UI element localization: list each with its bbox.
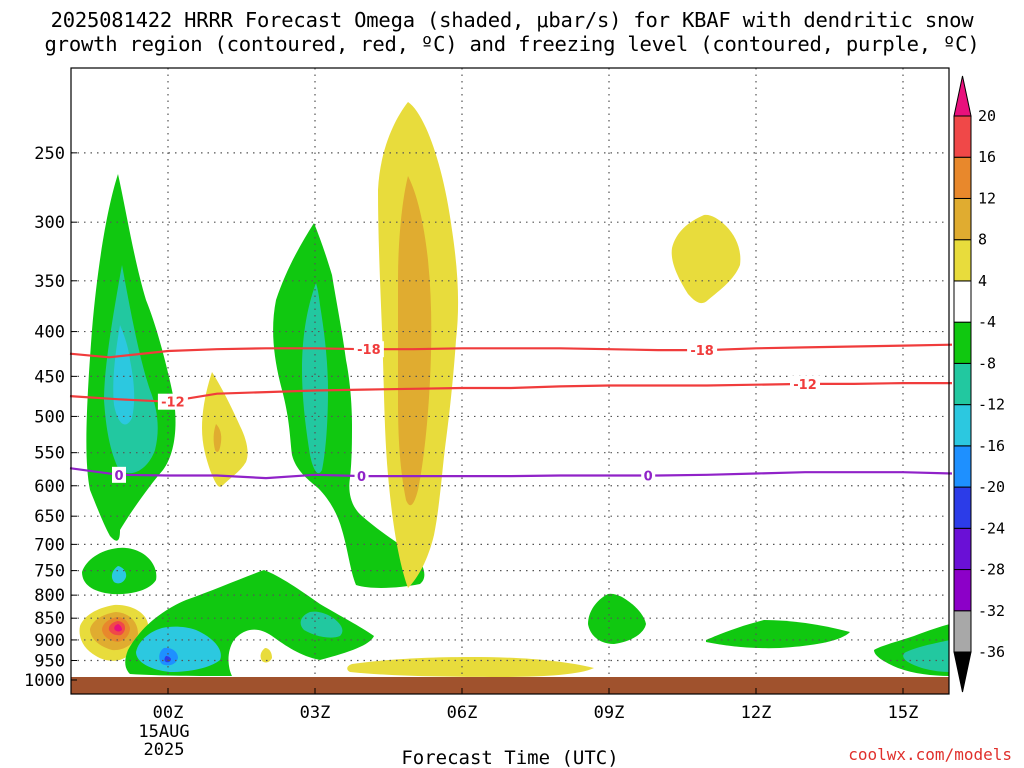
- y-tick-label: 850: [34, 609, 65, 629]
- colorbar-tick-label: -24: [978, 519, 1005, 537]
- colorbar-swatch: [953, 321, 972, 364]
- contour-label: -12: [161, 396, 185, 411]
- x-axis-label: Forecast Time (UTC): [401, 747, 618, 768]
- x-tick-label: 03Z: [300, 703, 331, 723]
- x-tick-label: 06Z: [447, 703, 478, 723]
- y-tick-label: 300: [34, 213, 65, 233]
- colorbar-tick-label: -32: [978, 602, 1005, 620]
- y-tick-label: 900: [34, 631, 65, 651]
- colorbar-tick-label: 16: [978, 148, 996, 166]
- contour-label: -12: [793, 378, 817, 393]
- contour-label: 0: [357, 470, 366, 485]
- omega-shade: [671, 214, 741, 304]
- title-line-2: growth region (contoured, red, ºC) and f…: [44, 32, 980, 56]
- omega-shade: [398, 176, 432, 506]
- contour-line: [69, 467, 953, 480]
- contour-label-bg: [354, 468, 369, 485]
- contour-label-bg: [353, 341, 384, 358]
- omega-shade: [588, 593, 646, 644]
- colorbar-tick-label: -8: [978, 354, 996, 372]
- colorbar-tick-label: -12: [978, 396, 1005, 414]
- contour-label: -18: [357, 343, 381, 358]
- x-tick-sublabel: 15AUG: [138, 722, 189, 742]
- omega-shade: [903, 640, 949, 672]
- y-tick-label: 450: [34, 367, 65, 387]
- colorbar-tick-label: 20: [978, 107, 996, 125]
- credit-text: coolwx.com/models: [848, 745, 1012, 764]
- colorbar-swatch: [953, 610, 972, 653]
- colorbar-swatch: [953, 239, 972, 282]
- colorbar-tick-label: -16: [978, 437, 1005, 455]
- x-tick-label: 15Z: [888, 703, 919, 723]
- colorbar-swatch: [953, 445, 972, 488]
- temperature-contours: -18 -18 -12 -12 0 0 0: [69, 341, 953, 485]
- title-line-1: 2025081422 HRRR Forecast Omega (shaded, …: [50, 8, 974, 32]
- contour-label-bg: [687, 342, 718, 359]
- omega-shade: [706, 620, 850, 649]
- colorbar-swatch: [953, 404, 972, 447]
- colorbar-tick-label: -4: [978, 313, 996, 331]
- omega-shade: [111, 566, 127, 584]
- y-axis: 2503003504004505005506006507007508008509…: [24, 144, 77, 691]
- omega-shade: [202, 372, 248, 487]
- omega-shade: [302, 283, 328, 474]
- y-tick-label: 650: [34, 507, 65, 527]
- colorbar-arrow-high: [953, 75, 972, 117]
- y-tick-label: 750: [34, 562, 65, 582]
- chart-title: 2025081422 HRRR Forecast Omega (shaded, …: [0, 8, 1024, 56]
- colorbar-tick-label: -36: [978, 643, 1005, 661]
- x-tick-label: 09Z: [594, 703, 625, 723]
- colorbar-swatch: [953, 486, 972, 529]
- colorbar-tick-label: 8: [978, 231, 987, 249]
- colorbar-swatch: [953, 569, 972, 612]
- y-tick-label: 350: [34, 272, 65, 292]
- omega-shade: [213, 424, 222, 453]
- colorbar-arrow-low: [953, 651, 972, 693]
- omega-shade: [347, 657, 594, 677]
- colorbar-tick-label: -28: [978, 561, 1005, 579]
- omega-shade: [260, 648, 272, 663]
- colorbar-swatch: [953, 115, 972, 158]
- y-tick-label: 400: [34, 323, 65, 343]
- colorbar-tick-label: -20: [978, 478, 1005, 496]
- y-tick-label: 250: [34, 144, 65, 164]
- contour-label: 0: [644, 469, 653, 484]
- y-tick-label: 500: [34, 407, 65, 427]
- contour-label: -18: [690, 344, 714, 359]
- colorbar-tick-label: 12: [978, 189, 996, 207]
- x-tick-label: 12Z: [741, 703, 772, 723]
- contour-line: [69, 343, 953, 359]
- colorbar: -36 -32 -28 -24 -20 -16 -12 -8 -4 4 8 12 16 20: [953, 75, 1005, 693]
- contour-label-bg: [641, 467, 656, 484]
- contour-label: 0: [114, 469, 123, 484]
- omega-shade: [136, 626, 221, 672]
- contour-label-bg: [790, 375, 820, 392]
- y-tick-label: 800: [34, 586, 65, 606]
- x-tick-sublabel: 2025: [144, 740, 185, 760]
- plot-frame: [70, 67, 950, 695]
- grid-lines: [71, 68, 949, 694]
- colorbar-swatch: [953, 362, 972, 406]
- y-tick-label: 700: [34, 535, 65, 555]
- omega-shade: [114, 624, 122, 632]
- colorbar-swatch: [953, 197, 972, 241]
- ground-surface: [71, 677, 949, 694]
- y-tick-label: 1000: [24, 671, 65, 691]
- y-tick-label: 550: [34, 444, 65, 464]
- y-tick-label: 950: [34, 651, 65, 671]
- colorbar-swatch: [953, 280, 972, 323]
- colorbar-swatch: [953, 156, 972, 199]
- colorbar-tick-label: 4: [978, 272, 987, 290]
- contour-label-bg: [157, 393, 188, 410]
- contour-label-bg: [112, 466, 126, 483]
- x-tick-label: 00Z: [153, 703, 184, 723]
- y-tick-label: 600: [34, 477, 65, 497]
- omega-shading: [79, 102, 949, 677]
- colorbar-swatch: [953, 527, 972, 571]
